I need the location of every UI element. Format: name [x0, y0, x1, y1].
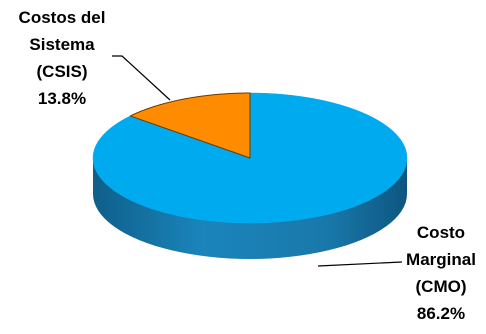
slice-label-cmo: Costo Marginal (CMO) 86.2%: [398, 219, 484, 327]
slice-value-label: 86.2%: [416, 304, 466, 323]
slice-label-line: Costos del: [18, 8, 106, 27]
slice-value-label: 13.8%: [37, 89, 87, 108]
pie-slice-csis: [129, 92, 251, 159]
leader-line-cmo: [317, 261, 403, 267]
slice-label-line: Sistema: [29, 35, 95, 54]
slice-label-line: (CMO): [415, 277, 467, 296]
leader-line-csis: [112, 55, 171, 101]
slice-label-csis: Costos del Sistema (CSIS) 13.8%: [6, 4, 118, 112]
slice-label-line: Marginal: [406, 250, 476, 269]
pie-slice-side-cmo: [93, 158, 407, 259]
slice-label-line: Costo: [416, 223, 466, 242]
slice-label-line: (CSIS): [36, 62, 88, 81]
